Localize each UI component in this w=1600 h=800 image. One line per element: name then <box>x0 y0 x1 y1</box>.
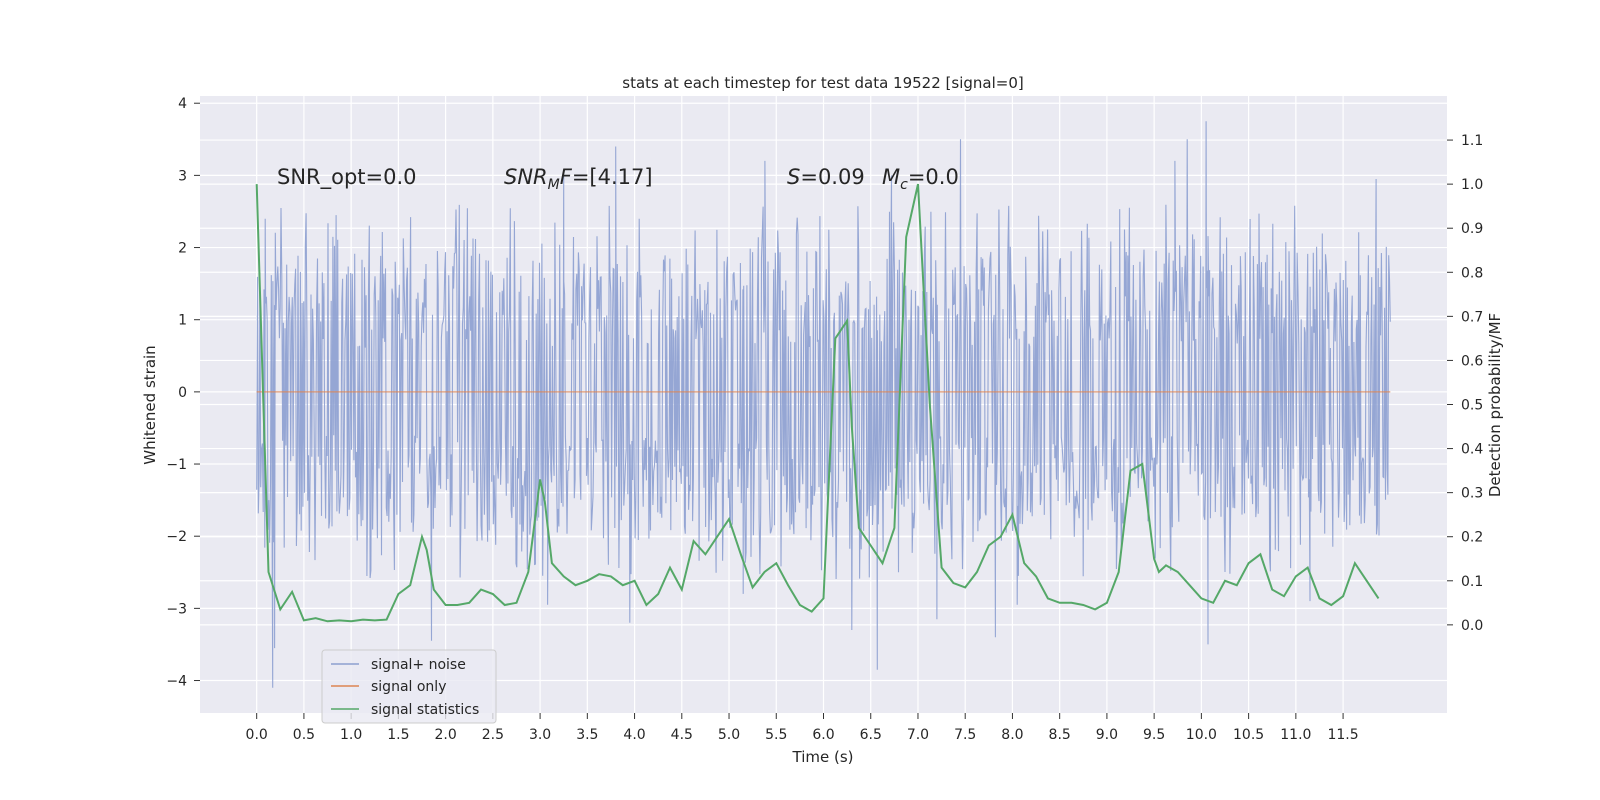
x-tick-label: 0.0 <box>246 727 268 743</box>
annotation-snr-mf-tail: F <box>560 165 573 189</box>
x-tick-label: 2.0 <box>434 727 456 743</box>
signal-noise-line <box>256 121 1391 688</box>
x-tick-label: 10.0 <box>1186 727 1217 743</box>
right-y-tick-label: 0.1 <box>1461 574 1483 590</box>
annotation-s-symbol: S <box>787 165 800 189</box>
right-y-tick-label: 0.9 <box>1461 221 1483 237</box>
right-y-tick-label: 0.6 <box>1461 353 1483 369</box>
chart-title: stats at each timestep for test data 195… <box>622 74 1023 92</box>
left-y-tick-label: 1 <box>178 313 187 329</box>
x-tick-label: 7.5 <box>954 727 976 743</box>
x-tick-label: 6.5 <box>860 727 882 743</box>
right-y-tick-label: 0.0 <box>1461 618 1483 634</box>
annotation-snr-mf-symbol: SNR <box>504 165 548 189</box>
x-tick-label: 4.5 <box>671 727 693 743</box>
right-y-tick-label: 0.5 <box>1461 398 1483 414</box>
right-y-tick-label: 0.4 <box>1461 442 1483 458</box>
x-tick-label: 11.5 <box>1327 727 1358 743</box>
right-y-tick-label: 0.2 <box>1461 530 1483 546</box>
x-axis-ticks: 0.0 0.5 1.0 1.5 2.0 2.5 3.0 3.5 4.0 4.5 5.0 5.5 6.0 6… <box>246 713 1359 743</box>
signal-statistics-line <box>255 183 1380 623</box>
left-y-tick-label: −4 <box>166 674 187 690</box>
x-tick-label: 3.5 <box>576 727 598 743</box>
annotation-snr-mf: SNRMF=[4.17] <box>504 165 653 193</box>
left-y-tick-label: 3 <box>178 168 187 184</box>
x-tick-label: 1.5 <box>387 727 409 743</box>
annotation-s: S=0.09 <box>787 165 865 189</box>
annotation-s-value: =0.09 <box>800 165 864 189</box>
right-y-tick-label: 0.7 <box>1461 309 1483 325</box>
annotation-snr-opt: SNR_opt=0.0 <box>277 165 417 190</box>
left-y-tick-label: 4 <box>178 96 187 112</box>
annotation-mc-value: =0.0 <box>908 165 959 189</box>
legend-label-signal-statistics: signal statistics <box>371 702 479 718</box>
legend-box <box>321 649 497 724</box>
x-tick-label: 5.0 <box>718 727 740 743</box>
left-y-tick-label: −1 <box>166 457 187 473</box>
x-tick-label: 9.5 <box>1143 727 1165 743</box>
annotation-mc-symbol: M <box>882 165 900 189</box>
right-y-tick-label: 1.0 <box>1461 177 1483 193</box>
x-tick-label: 7.0 <box>907 727 929 743</box>
annotation-mc: Mc=0.0 <box>882 165 959 193</box>
x-tick-label: 3.0 <box>529 727 551 743</box>
annotation-snr-mf-value: =[4.17] <box>572 165 653 189</box>
right-y-tick-label: 1.1 <box>1461 133 1483 149</box>
x-tick-label: 0.5 <box>293 727 315 743</box>
left-y-axis-label: Whitened strain <box>141 345 159 464</box>
signal-statistics-series <box>255 183 1380 623</box>
right-y-tick-label: 0.8 <box>1461 265 1483 281</box>
legend-label-signal-only: signal only <box>371 679 446 695</box>
left-y-axis-ticks: 4 3 2 1 0 −1 −2 −3 −4 <box>166 96 200 690</box>
left-y-tick-label: −2 <box>166 529 187 545</box>
x-tick-label: 6.0 <box>812 727 834 743</box>
annotation-snr-mf-subscript: M <box>548 177 560 193</box>
x-tick-label: 4.0 <box>623 727 645 743</box>
right-y-tick-label: 0.3 <box>1461 486 1483 502</box>
x-tick-label: 10.5 <box>1233 727 1264 743</box>
x-tick-label: 1.0 <box>340 727 362 743</box>
right-y-axis-ticks: 1.1 1.0 0.9 0.8 0.7 0.6 0.5 0.4 0.3 0.2 0.1 0.0 <box>1447 133 1483 634</box>
left-y-tick-label: −3 <box>166 601 187 617</box>
left-y-tick-label: 0 <box>178 385 187 401</box>
annotation-mc-subscript: c <box>900 177 908 193</box>
x-tick-label: 9.0 <box>1096 727 1118 743</box>
x-tick-label: 8.0 <box>1001 727 1023 743</box>
x-tick-label: 2.5 <box>482 727 504 743</box>
x-tick-label: 11.0 <box>1280 727 1311 743</box>
x-axis-label: Time (s) <box>792 748 854 766</box>
right-y-axis-label: Detection probability/MF <box>1486 313 1504 497</box>
x-tick-label: 5.5 <box>765 727 787 743</box>
legend-label-signal-noise: signal+ noise <box>371 657 466 673</box>
legend: signal+ noise signal only signal statist… <box>321 649 497 724</box>
left-y-tick-label: 2 <box>178 241 187 257</box>
x-tick-label: 8.5 <box>1049 727 1071 743</box>
signal-noise-series <box>256 121 1391 688</box>
